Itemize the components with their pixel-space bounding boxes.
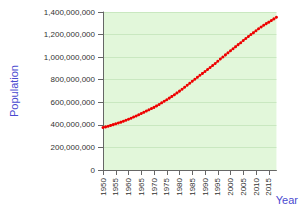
svg-text:1995: 1995	[213, 177, 222, 195]
svg-text:1990: 1990	[201, 177, 210, 195]
svg-text:1960: 1960	[124, 177, 133, 195]
svg-text:1975: 1975	[162, 177, 171, 195]
svg-text:1,000,000,000: 1,000,000,000	[44, 53, 96, 62]
svg-text:2000: 2000	[226, 177, 235, 195]
svg-text:1965: 1965	[137, 177, 146, 195]
svg-text:1,200,000,000: 1,200,000,000	[44, 30, 96, 39]
svg-text:2015: 2015	[264, 177, 273, 195]
svg-text:Year: Year	[276, 194, 299, 206]
svg-text:2010: 2010	[252, 177, 261, 195]
svg-text:1950: 1950	[99, 177, 108, 195]
svg-text:1980: 1980	[175, 177, 184, 195]
svg-text:600,000,000: 600,000,000	[51, 98, 96, 107]
svg-text:200,000,000: 200,000,000	[51, 143, 96, 152]
svg-text:400,000,000: 400,000,000	[51, 120, 96, 129]
svg-text:Population: Population	[8, 65, 20, 117]
svg-text:1985: 1985	[188, 177, 197, 195]
svg-text:0: 0	[91, 166, 96, 175]
svg-text:1955: 1955	[111, 177, 120, 195]
svg-text:2005: 2005	[239, 177, 248, 195]
svg-text:800,000,000: 800,000,000	[51, 75, 96, 84]
svg-text:1,400,000,000: 1,400,000,000	[44, 8, 96, 17]
svg-text:1970: 1970	[150, 177, 159, 195]
